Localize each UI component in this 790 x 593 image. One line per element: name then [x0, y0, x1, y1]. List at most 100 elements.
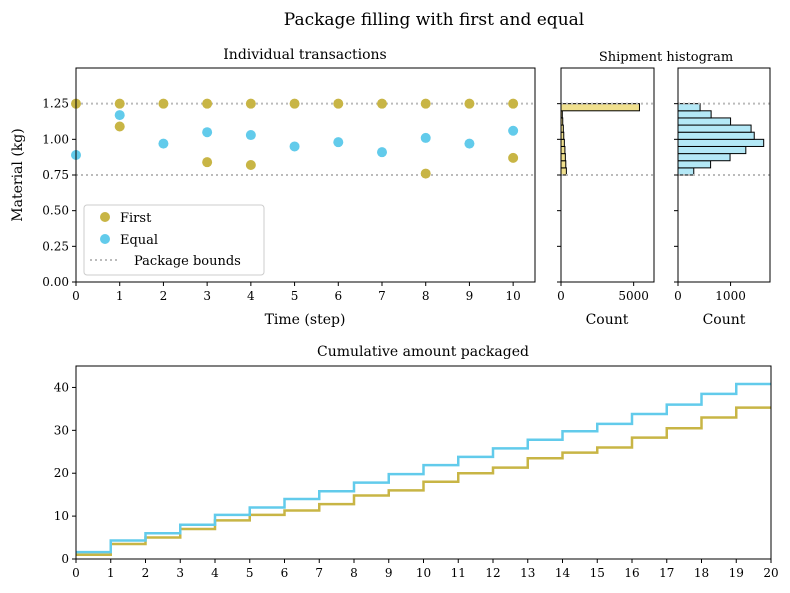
cumulative-x-tick-label: 14	[555, 566, 571, 580]
histogram-first-bar	[560, 160, 567, 169]
histogram-first-frame	[560, 67, 655, 283]
histogram-equal-x-axis-label: Count	[703, 312, 746, 328]
scatter-x-tick-label: 4	[247, 289, 255, 303]
histogram-equal-bar	[677, 117, 732, 126]
cumulative-y-tick-label: 20	[54, 466, 69, 480]
scatter-point-first	[377, 98, 387, 109]
histogram-equal-bar	[677, 153, 731, 162]
scatter-point-first	[202, 98, 213, 109]
scatter-x-tick-label: 9	[466, 289, 474, 303]
histogram-equal-panel: Count 0 1000	[674, 67, 771, 328]
cumulative-line-first	[76, 406, 771, 556]
scatter-point-first	[114, 98, 125, 109]
scatter-y-tick-label: 0.00	[42, 275, 69, 289]
histogram-first-bars	[560, 103, 640, 176]
scatter-y-tick-label: 0.50	[42, 204, 69, 218]
cumulative-y-tick-label: 30	[54, 423, 69, 437]
histogram-equal-bar	[677, 138, 765, 147]
legend-marker-equal	[100, 234, 110, 244]
histogram-equal-bar	[677, 145, 747, 155]
cumulative-x-tick-label: 20	[763, 566, 778, 580]
scatter-y-tick-label: 0.25	[42, 239, 69, 253]
legend-marker-first	[100, 212, 110, 222]
scatter-point-first	[333, 98, 344, 109]
cumulative-frame	[75, 365, 772, 560]
scatter-bounds	[76, 102, 535, 176]
scatter-panel: Individual transactions Time (step) Mate…	[10, 47, 536, 328]
legend: First Equal Package bounds	[83, 204, 265, 276]
histogram-first-bar	[560, 103, 640, 112]
scatter-points	[71, 98, 519, 179]
scatter-point-first	[289, 98, 300, 109]
histogram-first-x-tick-label: 5000	[618, 289, 649, 303]
histogram-first-bar	[560, 145, 566, 155]
histogram-first-bar	[560, 138, 565, 147]
histogram-first-ticks: 0 5000	[557, 103, 649, 303]
cumulative-x-tick-label: 18	[694, 566, 709, 580]
cumulative-x-tick-label: 0	[72, 566, 80, 580]
scatter-point-equal	[420, 132, 431, 143]
histogram-equal-frame	[677, 67, 771, 283]
scatter-x-tick-label: 5	[291, 289, 299, 303]
histogram-equal-bounds	[678, 102, 770, 176]
cumulative-x-tick-label: 8	[350, 566, 358, 580]
histogram-equal-ticks: 0 1000	[674, 103, 746, 303]
scatter-y-tick-label: 0.75	[42, 168, 69, 182]
histogram-equal-bar	[677, 110, 712, 119]
scatter-point-equal	[202, 127, 213, 138]
legend-label-equal: Equal	[120, 233, 158, 248]
scatter-ticks: 0 1 2 3 4 5 6 7 8 9 10 0.00 0.25 0.50 0.75 1.00 1.25	[42, 97, 521, 303]
cumulative-y-tick-label: 40	[54, 380, 69, 394]
cumulative-x-tick-label: 1	[107, 566, 115, 580]
scatter-point-first	[420, 168, 431, 179]
scatter-point-equal	[158, 138, 169, 149]
histogram-equal-bar	[677, 160, 712, 169]
scatter-x-tick-label: 8	[422, 289, 430, 303]
scatter-point-first	[202, 157, 213, 168]
cumulative-panel: Cumulative amount packaged 0 1 2 3 4 5 6 7 8 9 10 1…	[54, 344, 779, 580]
scatter-point-equal	[333, 137, 344, 148]
histogram-equal-bar	[677, 131, 755, 140]
scatter-point-equal	[464, 138, 475, 149]
histogram-first-panel: Shipment histogram Count 0 5000	[557, 50, 733, 328]
cumulative-line-equal	[76, 382, 771, 554]
scatter-point-equal	[508, 125, 519, 136]
cumulative-ticks: 0 1 2 3 4 5 6 7 8 9 10 11 12 13 14 15 16 17 18 19 2001020304…	[54, 380, 779, 580]
cumulative-x-tick-label: 10	[416, 566, 431, 580]
scatter-y-tick-label: 1.25	[42, 97, 69, 111]
scatter-point-first	[420, 98, 431, 109]
cumulative-x-tick-label: 5	[246, 566, 254, 580]
histogram-equal-bars	[677, 103, 765, 176]
figure-title: Package filling with first and equal	[284, 10, 584, 30]
cumulative-y-tick-label: 0	[61, 552, 69, 566]
histogram-first-bar	[560, 167, 567, 176]
scatter-x-tick-label: 2	[160, 289, 168, 303]
scatter-point-equal	[289, 141, 300, 152]
scatter-point-first	[245, 160, 256, 171]
cumulative-x-tick-label: 11	[451, 566, 466, 580]
cumulative-x-tick-label: 19	[729, 566, 744, 580]
legend-box	[83, 204, 265, 276]
histogram-first-x-tick-label: 0	[557, 289, 565, 303]
scatter-x-axis-label: Time (step)	[265, 312, 346, 328]
scatter-x-tick-label: 1	[116, 289, 124, 303]
scatter-frame	[75, 67, 536, 283]
histogram-equal-bar	[677, 167, 695, 176]
histogram-equal-bar	[677, 103, 701, 112]
cumulative-x-tick-label: 12	[485, 566, 500, 580]
scatter-point-first	[245, 98, 256, 109]
histogram-first-x-axis-label: Count	[586, 312, 629, 328]
cumulative-y-tick-label: 10	[54, 509, 69, 523]
histogram-first-bounds	[561, 102, 654, 176]
scatter-point-first	[158, 98, 169, 109]
cumulative-x-tick-label: 3	[176, 566, 184, 580]
scatter-title: Individual transactions	[223, 47, 386, 63]
cumulative-x-tick-label: 4	[211, 566, 219, 580]
cumulative-title: Cumulative amount packaged	[317, 344, 529, 360]
legend-label-first: First	[120, 211, 152, 226]
histogram-first-bar	[560, 153, 566, 162]
scatter-y-axis-label: Material (kg)	[10, 128, 26, 221]
scatter-point-equal	[377, 147, 387, 158]
scatter-point-equal	[245, 130, 256, 141]
